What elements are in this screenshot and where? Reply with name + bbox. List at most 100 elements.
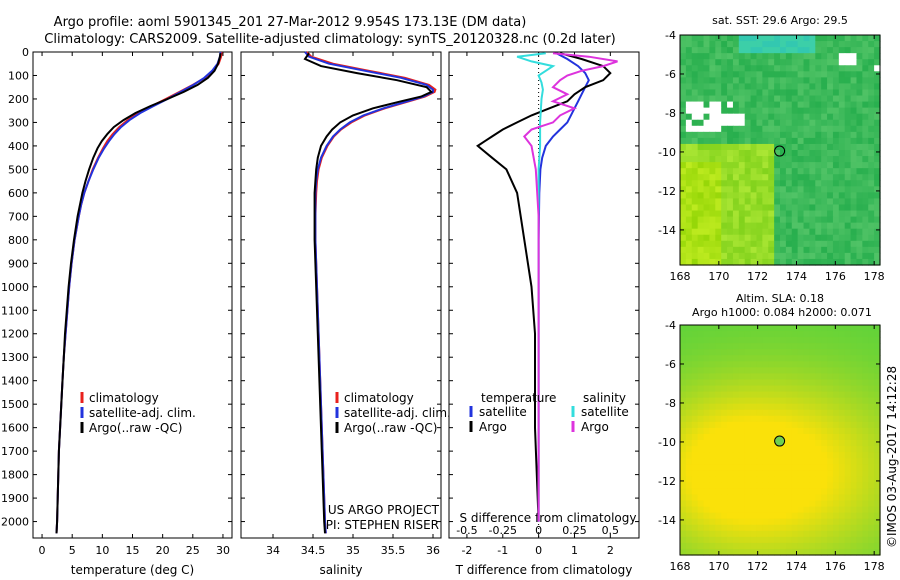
- map-cell: [762, 210, 769, 218]
- map-cell: [797, 47, 805, 54]
- map-cell: [868, 337, 875, 344]
- map-cell: [844, 258, 852, 266]
- map-cell: [691, 355, 699, 362]
- map-cell: [844, 125, 852, 133]
- map-cell: [785, 198, 793, 206]
- map-cell: [750, 222, 758, 230]
- map-cell: [832, 101, 840, 109]
- map-cell: [844, 150, 852, 157]
- map-cell: [862, 83, 869, 91]
- map-cell: [750, 119, 758, 127]
- map-cell: [703, 210, 711, 218]
- map-cell: [838, 162, 846, 169]
- map-cell: [809, 131, 816, 139]
- map-cell: [762, 119, 769, 127]
- map-cell: [691, 168, 699, 175]
- map-cell: [727, 458, 734, 465]
- map-cell: [715, 252, 722, 260]
- map-cell: [838, 325, 846, 332]
- map-cell: [774, 131, 781, 139]
- map-cell: [844, 53, 852, 60]
- map-cell: [821, 150, 828, 157]
- map-cell: [685, 506, 693, 514]
- map-cell: [762, 186, 769, 193]
- legend-label: climatology: [344, 391, 414, 405]
- map-cell: [774, 143, 781, 151]
- map-cell: [715, 391, 722, 399]
- map-cell: [680, 512, 687, 520]
- map-cell: [685, 325, 693, 332]
- map-cell: [756, 446, 763, 453]
- map-cell: [850, 512, 858, 520]
- map-cell: [738, 210, 746, 218]
- map-cell: [762, 415, 769, 423]
- annotation-text: PI: STEPHEN RISER: [326, 518, 439, 532]
- map-cell: [685, 542, 693, 550]
- map-cell: [827, 440, 834, 447]
- map-cell: [715, 125, 722, 133]
- map-cell: [827, 95, 834, 103]
- map-cell: [715, 355, 722, 362]
- map-cell: [738, 156, 746, 163]
- map-cell: [697, 186, 705, 193]
- map-cell: [815, 168, 822, 175]
- map-cell: [756, 403, 763, 411]
- map-cell: [774, 524, 781, 532]
- map-cell: [727, 433, 734, 441]
- map-cell: [709, 343, 716, 350]
- map-cell: [762, 476, 769, 483]
- map-cell: [785, 421, 793, 429]
- map-cell: [727, 506, 734, 514]
- map-cell: [821, 89, 828, 97]
- map-cell: [703, 204, 711, 212]
- map-cell: [744, 440, 752, 447]
- map-cell: [691, 440, 699, 447]
- map-cell: [874, 409, 881, 417]
- map-cell: [850, 35, 858, 42]
- map-cell: [780, 71, 787, 78]
- map-cell: [785, 361, 793, 368]
- map-cell: [856, 143, 863, 151]
- map-cell: [827, 65, 834, 72]
- map-cell: [680, 174, 687, 181]
- map-cell: [856, 131, 863, 139]
- map-cell: [703, 125, 711, 133]
- map-cell: [803, 325, 811, 332]
- map-cell: [838, 35, 846, 42]
- map-cell: [774, 349, 781, 356]
- map-cell: [715, 131, 722, 139]
- map-cell: [815, 137, 822, 145]
- map-cell: [785, 458, 793, 465]
- map-cell: [691, 536, 699, 544]
- map-cell: [844, 162, 852, 169]
- map-cell: [862, 47, 869, 54]
- map-cell: [744, 476, 752, 483]
- map-cell: [691, 246, 699, 254]
- map-cell: [856, 77, 863, 85]
- map-cell: [697, 415, 705, 423]
- map-cell: [862, 258, 869, 266]
- map-cell: [744, 427, 752, 435]
- map-cell: [715, 397, 722, 405]
- map-cell: [768, 494, 775, 502]
- map-cell: [750, 524, 758, 532]
- map-cell: [680, 47, 687, 54]
- map-cell: [850, 125, 858, 133]
- map-cell: [803, 150, 811, 157]
- map-cell: [856, 452, 863, 459]
- map-cell: [791, 71, 799, 78]
- map-cell: [780, 470, 787, 477]
- map-cell: [691, 403, 699, 411]
- map-cell: [738, 518, 746, 526]
- map-cell: [791, 367, 799, 375]
- map-cell: [709, 427, 716, 435]
- map-cell: [744, 518, 752, 526]
- map-cell: [844, 204, 852, 212]
- map-cell: [732, 421, 740, 429]
- map-cell: [791, 440, 799, 447]
- map-cell: [691, 458, 699, 465]
- map-cell: [732, 258, 740, 266]
- map-cell: [727, 137, 734, 145]
- series-line-argo: [303, 52, 434, 534]
- map-cell: [744, 506, 752, 514]
